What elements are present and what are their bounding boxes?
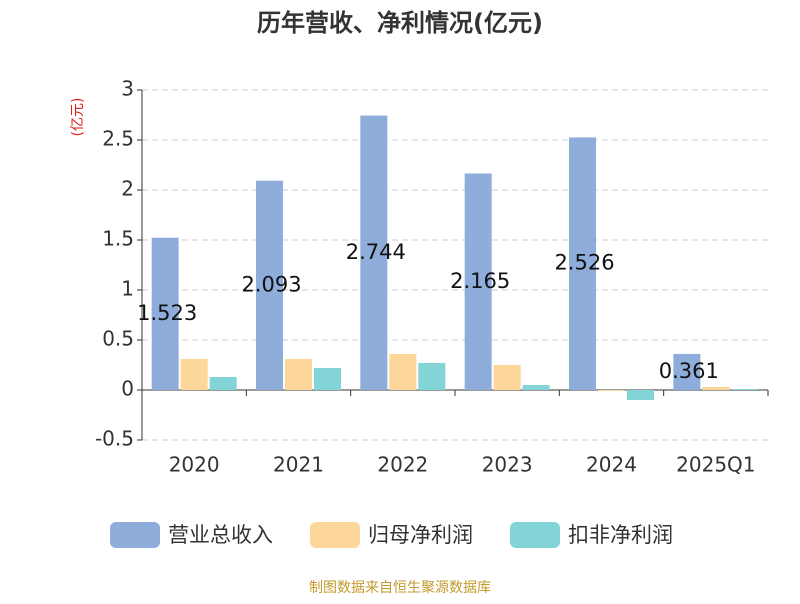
y-tick-label: 0.5 [102,327,134,351]
bar [209,377,237,390]
bar [151,237,179,390]
chart-title: 历年营收、净利情况(亿元) [257,9,543,37]
bar [731,389,759,390]
legend-label: 营业总收入 [168,523,273,547]
source-note: 制图数据来自恒生聚源数据库 [309,580,491,596]
bar [627,390,654,400]
x-tick-label: 2024 [586,453,637,477]
y-tick-label: -0.5 [95,427,134,451]
bar [464,173,492,390]
bar [256,180,283,390]
y-tick-label: 0 [121,377,134,401]
data-label: 0.361 [659,359,719,383]
legend-label: 归母净利润 [368,523,473,547]
x-tick-label: 2021 [273,453,324,477]
x-tick-label: 2025Q1 [676,453,755,477]
bar [702,387,730,390]
data-label: 2.093 [241,272,301,296]
data-label: 2.744 [346,240,406,264]
bar [522,385,550,390]
legend-swatch [510,522,560,548]
y-tick-label: 3 [121,77,134,101]
y-tick-label: 1 [121,277,134,301]
x-tick-label: 2022 [377,453,428,477]
bar [180,359,208,390]
legend-swatch [310,522,360,548]
y-tick-label: 1.5 [102,227,134,251]
legend-label: 扣非净利润 [568,523,673,547]
bar [389,354,417,390]
bar [360,115,388,390]
bar [285,359,312,390]
y-tick-label: 2 [121,177,134,201]
bar [418,363,446,390]
legend-swatch [110,522,160,548]
x-tick-label: 2023 [482,453,533,477]
bar [673,353,701,390]
data-label: 1.523 [137,301,197,325]
bar [598,390,625,391]
data-label: 2.165 [450,269,510,293]
bar [314,368,341,390]
y-tick-label: 2.5 [102,127,134,151]
data-label: 2.526 [554,251,614,275]
y-axis-label: (亿元) [70,98,86,137]
bar [569,137,596,390]
bar [493,365,521,390]
x-tick-label: 2020 [169,453,220,477]
